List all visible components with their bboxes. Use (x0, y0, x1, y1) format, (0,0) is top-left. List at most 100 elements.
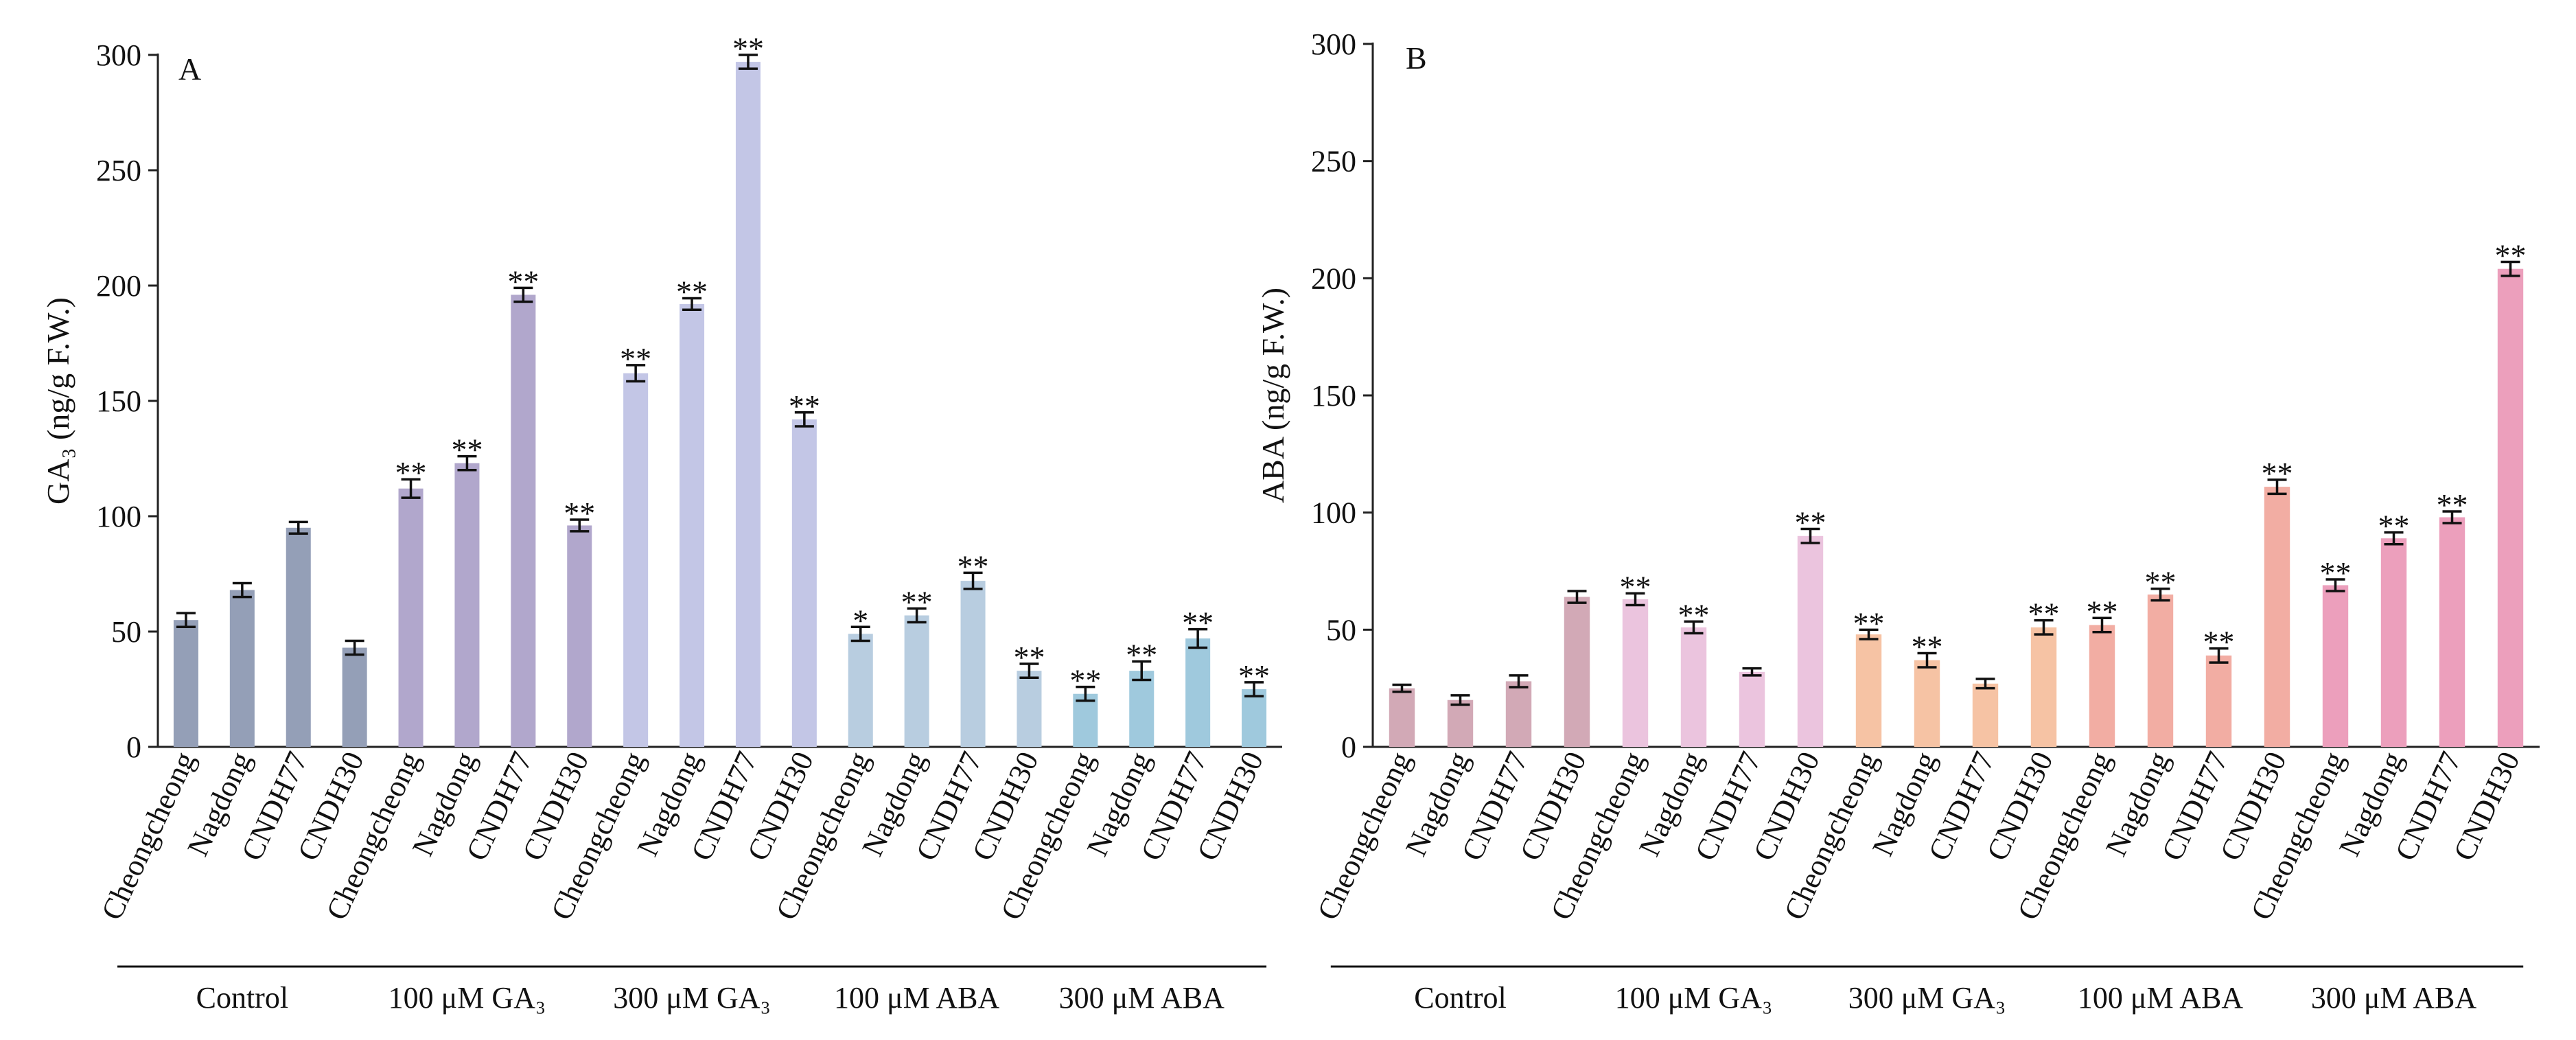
y-tick-label: 0 (126, 730, 141, 764)
error-bar (1917, 651, 1937, 669)
bar (1447, 700, 1474, 747)
significance-mark: ** (732, 31, 764, 66)
error-bar (1684, 620, 1704, 635)
error-bar (738, 54, 758, 70)
error-bar (457, 454, 477, 472)
error-bar (2500, 260, 2520, 277)
error-bar (1975, 678, 1995, 690)
error-bar (1567, 590, 1587, 604)
bar (2205, 655, 2232, 747)
y-tick-label: 250 (1311, 145, 1356, 178)
y-tick-label: 100 (1311, 496, 1356, 530)
panel-label: B (1406, 41, 1427, 76)
error-bar (2325, 578, 2345, 592)
y-axis-title: ABA (ng/g F.W.) (1255, 288, 1290, 503)
bar (2322, 585, 2349, 747)
significance-mark: ** (2087, 594, 2118, 629)
bar (2439, 517, 2465, 747)
bar (1739, 671, 1765, 747)
bar (735, 62, 761, 747)
error-bar (2209, 647, 2229, 664)
bar (2264, 487, 2290, 747)
error-bar (1800, 527, 1820, 544)
y-tick-label: 200 (1311, 262, 1356, 295)
error-bar (626, 364, 646, 383)
significance-mark: ** (1620, 569, 1651, 604)
bar (567, 525, 592, 747)
y-tick-label: 300 (96, 38, 141, 72)
group-label: 100 μM GA₃ (1615, 981, 1773, 1015)
bar (1389, 688, 1415, 747)
error-bar (1076, 685, 1095, 702)
y-tick-label: 100 (96, 500, 141, 533)
error-bar (2150, 587, 2170, 602)
significance-mark: ** (564, 496, 595, 531)
error-bar (2092, 616, 2112, 634)
error-bar (1132, 660, 1152, 682)
bar (791, 419, 817, 747)
bar (173, 620, 198, 747)
error-bar (1859, 628, 1879, 640)
significance-mark: ** (901, 584, 933, 619)
significance-mark: ** (1853, 605, 1885, 640)
significance-mark: ** (451, 432, 483, 467)
bar (286, 527, 311, 747)
bar (2147, 594, 2174, 747)
error-bar (963, 571, 983, 590)
bar (1073, 693, 1098, 747)
y-tick-label: 300 (1311, 27, 1356, 61)
significance-mark: ** (2203, 625, 2235, 660)
bar (1505, 681, 1532, 747)
error-bar (401, 478, 421, 499)
group-label: 300 μM GA₃ (613, 981, 771, 1015)
significance-mark: ** (2145, 565, 2177, 600)
error-bar (345, 639, 364, 656)
error-bar (1244, 681, 1264, 697)
significance-mark: ** (1912, 629, 1943, 664)
error-bar (907, 607, 927, 624)
error-bar (570, 518, 590, 533)
error-bar (2384, 531, 2404, 546)
y-tick-label: 150 (96, 384, 141, 418)
error-bar (2442, 510, 2462, 524)
error-bar (2034, 619, 2054, 636)
error-bar (1450, 694, 1470, 706)
error-bar (1509, 674, 1529, 689)
error-bar (232, 581, 252, 599)
significance-mark: ** (2437, 487, 2468, 522)
y-tick-label: 0 (1341, 730, 1356, 764)
bar (1855, 634, 1882, 747)
error-bar (1392, 683, 1412, 693)
error-bar (1019, 662, 1039, 679)
bar (1680, 627, 1707, 747)
significance-mark: * (852, 603, 868, 638)
error-bar (1625, 592, 1645, 607)
bar (1972, 683, 1999, 747)
y-tick-label: 50 (1326, 613, 1356, 647)
y-axis-title: GA₃ (ng/g F.W.) (40, 297, 76, 505)
bar (2497, 268, 2524, 747)
error-bar (1188, 627, 1208, 649)
error-bar (1742, 667, 1762, 677)
significance-mark: ** (1013, 640, 1045, 675)
y-tick-label: 150 (1311, 379, 1356, 413)
error-bar (176, 612, 196, 629)
error-bar (850, 625, 870, 643)
significance-mark: ** (1182, 605, 1214, 640)
group-label: 300 μM GA₃ (1848, 981, 2006, 1015)
significance-mark: ** (395, 455, 427, 490)
significance-mark: ** (2262, 456, 2293, 491)
y-tick-label: 50 (111, 615, 141, 649)
panel-b: 0 50 100 150 200 250 300 ABA (ng/g F.W.) B Cheong… (1255, 27, 2540, 1015)
bar (454, 463, 480, 747)
group-label: 100 μM GA₃ (388, 981, 546, 1015)
bar (904, 615, 929, 747)
error-bar (794, 411, 814, 428)
significance-mark: ** (1126, 638, 1157, 673)
significance-mark: ** (2028, 597, 2060, 632)
group-label: Control (196, 981, 288, 1015)
bar (623, 373, 649, 747)
error-bar (2267, 478, 2287, 496)
significance-mark: ** (2378, 509, 2410, 544)
